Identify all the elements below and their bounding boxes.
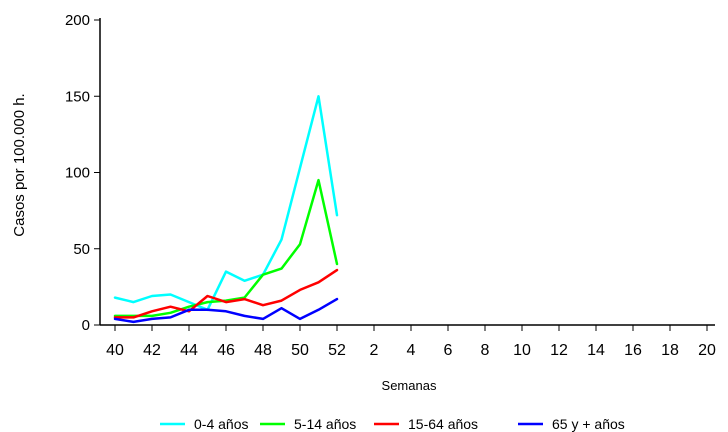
y-tick-label: 150 bbox=[65, 88, 90, 105]
x-axis-ticks: 40 42 44 46 48 50 52 2 4 6 8 10 12 14 16 18 20 bbox=[106, 325, 716, 359]
x-tick-label: 2 bbox=[370, 342, 379, 359]
x-tick-label: 20 bbox=[698, 342, 716, 359]
x-tick-label: 14 bbox=[587, 342, 605, 359]
x-tick-label: 44 bbox=[180, 342, 198, 359]
x-tick-label: 42 bbox=[143, 342, 161, 359]
legend-label: 65 y + años bbox=[552, 416, 625, 432]
x-tick-label: 40 bbox=[106, 342, 124, 359]
x-tick-label: 48 bbox=[254, 342, 272, 359]
x-tick-label: 8 bbox=[481, 342, 490, 359]
x-tick-label: 52 bbox=[328, 342, 346, 359]
y-tick-label: 0 bbox=[82, 317, 90, 334]
x-tick-label: 4 bbox=[407, 342, 416, 359]
plot-area bbox=[99, 18, 715, 326]
series-line-0 bbox=[113, 95, 339, 312]
legend-label: 0-4 años bbox=[194, 416, 248, 432]
x-tick-label: 46 bbox=[217, 342, 235, 359]
x-tick-label: 16 bbox=[624, 342, 642, 359]
y-axis-ticks: 0 50 100 150 200 bbox=[65, 12, 100, 334]
x-tick-label: 50 bbox=[291, 342, 309, 359]
y-tick-label: 50 bbox=[73, 241, 90, 258]
series-line-3 bbox=[113, 297, 339, 324]
legend-label: 15-64 años bbox=[408, 416, 478, 432]
legend: 0-4 años 5-14 años 15-64 años 65 y + años bbox=[160, 416, 625, 432]
series-line-1 bbox=[113, 178, 339, 318]
legend-label: 5-14 años bbox=[294, 416, 356, 432]
y-tick-label: 100 bbox=[65, 165, 90, 182]
y-axis-title: Casos por 100.000 h. bbox=[11, 93, 28, 236]
x-tick-label: 12 bbox=[550, 342, 568, 359]
x-tick-label: 18 bbox=[661, 342, 679, 359]
x-tick-label: 10 bbox=[513, 342, 531, 359]
y-tick-label: 200 bbox=[65, 12, 90, 29]
x-tick-label: 6 bbox=[444, 342, 453, 359]
series-line-2 bbox=[113, 268, 339, 319]
series-lines bbox=[113, 95, 339, 324]
x-axis-title: Semanas bbox=[382, 378, 437, 393]
